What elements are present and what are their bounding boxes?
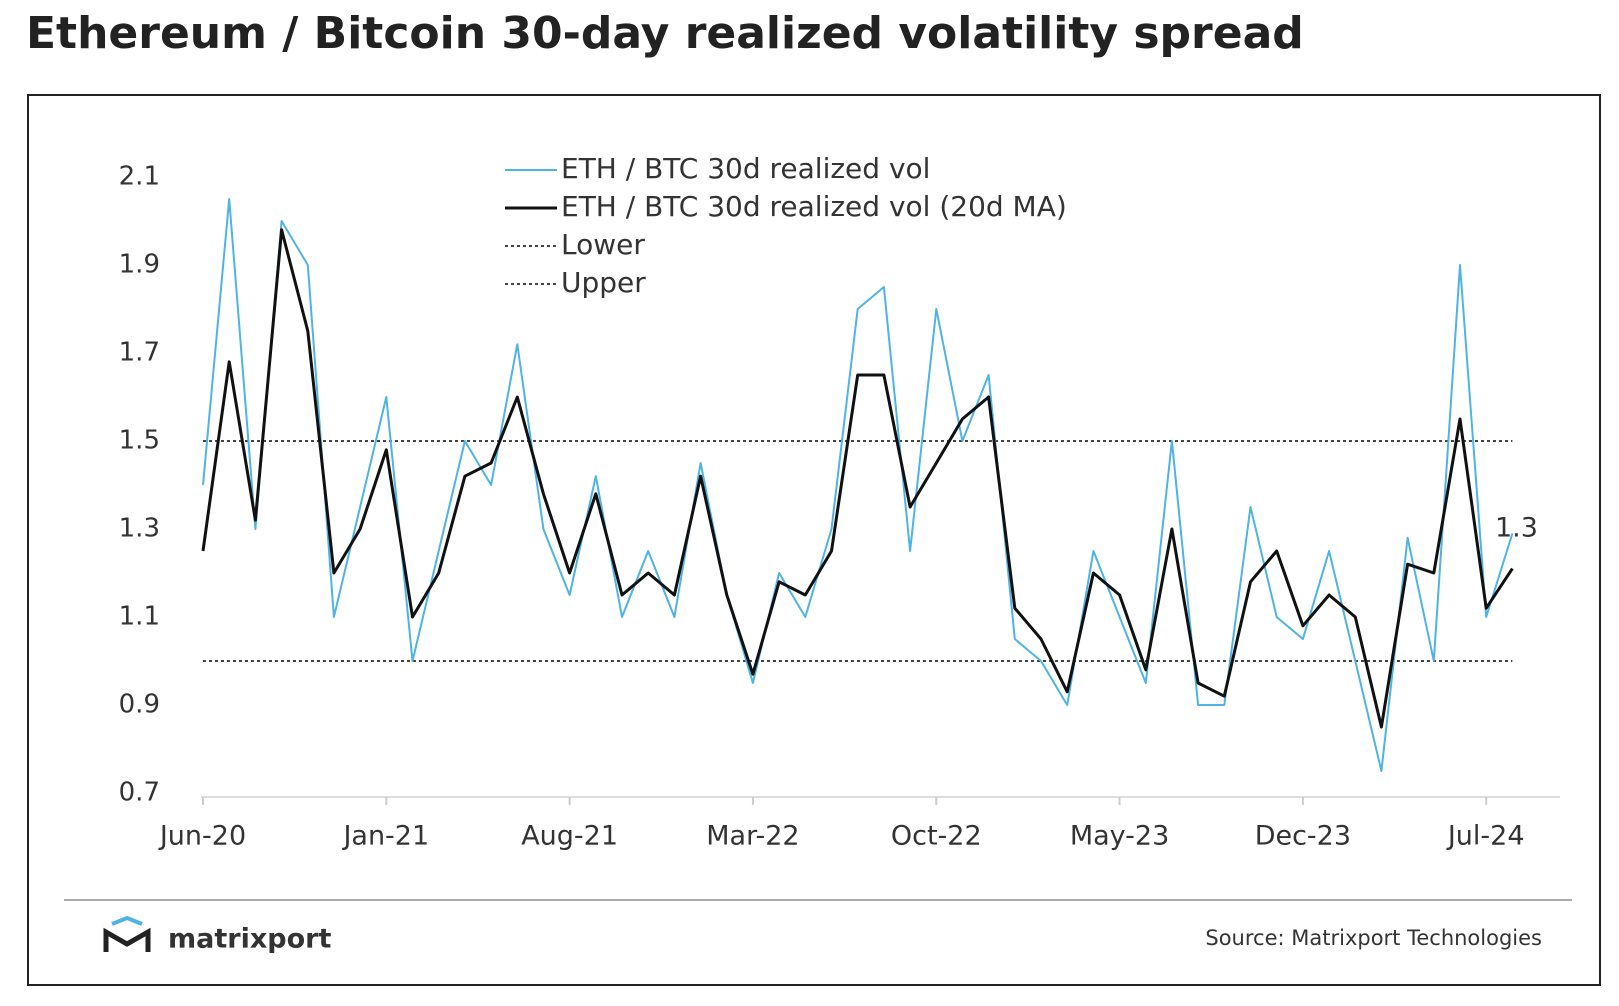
chart-frame bbox=[27, 94, 1601, 986]
logo-text: matrixport bbox=[168, 924, 331, 955]
legend-label: Upper bbox=[561, 266, 646, 299]
y-tick-label: 1.5 bbox=[119, 426, 160, 456]
y-tick-label: 1.3 bbox=[119, 514, 160, 544]
x-tick-label: Jan-21 bbox=[341, 821, 429, 852]
source: Source: Matrixport Technologies bbox=[1205, 926, 1542, 950]
chart-title: Ethereum / Bitcoin 30-day realized volat… bbox=[26, 8, 1304, 59]
y-tick-label: 1.1 bbox=[119, 602, 160, 632]
series-line bbox=[201, 228, 1514, 729]
x-tick-label: Aug-21 bbox=[521, 821, 618, 852]
x-tick-label: Jul-24 bbox=[1446, 821, 1525, 852]
y-tick-label: 0.9 bbox=[119, 690, 160, 720]
end-label: 1.3 bbox=[1495, 513, 1538, 544]
y-tick-label: 0.7 bbox=[119, 778, 160, 808]
x-tick-label: Mar-22 bbox=[706, 821, 799, 852]
legend-label: ETH / BTC 30d realized vol bbox=[561, 152, 930, 185]
y-tick-label: 1.7 bbox=[119, 338, 160, 368]
x-tick-label: May-23 bbox=[1070, 821, 1169, 852]
series-line bbox=[202, 198, 1514, 772]
y-tick-label: 2.1 bbox=[119, 162, 160, 192]
legend-label: Lower bbox=[561, 228, 645, 261]
x-tick-label: Jun-20 bbox=[158, 821, 246, 852]
x-tick-label: Dec-23 bbox=[1255, 821, 1351, 852]
logo-icon bbox=[103, 915, 151, 952]
legend-label: ETH / BTC 30d realized vol (20d MA) bbox=[561, 190, 1067, 223]
x-tick-label: Oct-22 bbox=[891, 821, 982, 852]
y-tick-label: 1.9 bbox=[119, 250, 160, 280]
